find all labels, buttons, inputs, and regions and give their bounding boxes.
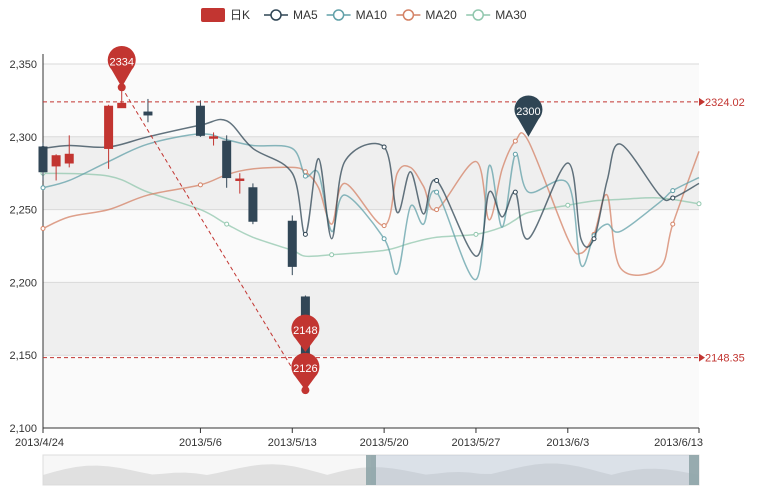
ma5-point	[591, 236, 597, 242]
data-zoom-handle-start[interactable]	[366, 455, 376, 485]
x-tick-label: 2013/6/13	[654, 437, 703, 449]
mark-point-label: 2334	[109, 56, 133, 68]
candle-body	[117, 102, 127, 109]
y-tick-label: 2,200	[9, 277, 37, 289]
mark-point-pin: 2148	[291, 314, 320, 352]
ma20-point	[512, 138, 518, 144]
mark-line-diagonal	[121, 87, 306, 391]
ma10-point	[302, 173, 308, 179]
candle-body	[143, 111, 153, 116]
candle-body	[287, 220, 297, 267]
split-area-band	[43, 64, 699, 137]
ma20-point	[381, 223, 387, 229]
legend-swatch-box	[201, 8, 225, 22]
legend-label: MA30	[495, 8, 527, 22]
y-tick-label: 2,100	[9, 423, 37, 435]
mark-point-shape	[291, 352, 320, 391]
ma20-point	[434, 207, 440, 213]
ma30-line	[42, 172, 700, 258]
candle-body	[195, 105, 205, 136]
mark-point-label: 2300	[516, 106, 540, 118]
mark-point-shape	[514, 95, 543, 137]
ma5-point	[381, 144, 387, 150]
ma30-point	[329, 252, 335, 258]
mark-line-arrow	[699, 353, 705, 362]
y-tick-label: 2,250	[9, 205, 37, 217]
legend-swatch-symbol	[472, 9, 484, 21]
candle-body	[38, 146, 48, 173]
split-area-band	[43, 282, 699, 356]
mark-line-label: 2148.35	[705, 353, 745, 365]
ma10-point	[434, 189, 440, 195]
mark-point-shape	[291, 314, 320, 352]
x-tick-label: 2013/4/24	[15, 437, 64, 449]
y-tick-label: 2,350	[9, 59, 37, 71]
legend-item-ma20: MA20	[396, 8, 457, 22]
legend-item-k: 日K	[201, 8, 250, 22]
x-tick-label: 2013/5/13	[268, 437, 317, 449]
y-tick-label: 2,300	[9, 132, 37, 144]
x-tick-label: 2013/5/27	[451, 437, 500, 449]
ma10-point	[40, 185, 46, 191]
ma30-point	[473, 231, 479, 237]
split-area-band	[43, 136, 699, 210]
candle-body	[104, 105, 114, 149]
legend-item-ma30: MA30	[466, 8, 527, 22]
ma20-point	[40, 226, 46, 232]
mark-line-label: 2324.02	[705, 97, 745, 109]
mark-point-label: 2126	[293, 363, 317, 375]
mark-point-pin: 2300	[514, 95, 543, 137]
mark-point-shape	[107, 45, 136, 88]
ma5-point	[670, 195, 676, 201]
ma20-point	[670, 221, 676, 227]
data-zoom-handle-end[interactable]	[689, 455, 699, 485]
ma30-point	[565, 202, 571, 208]
ma20-point	[197, 182, 203, 188]
ma30-point	[224, 221, 230, 227]
x-tick-label: 2013/6/3	[546, 437, 589, 449]
candle-body	[64, 153, 74, 164]
legend-swatch-symbol	[332, 9, 345, 21]
split-area-band	[43, 355, 699, 428]
ma30-point	[696, 201, 702, 207]
data-zoom-slider[interactable]	[42, 454, 700, 486]
legend-label: 日K	[230, 8, 250, 22]
legend-label: MA10	[356, 8, 388, 22]
candle-body	[51, 155, 61, 167]
data-zoom-selection	[371, 455, 699, 485]
legend-swatch-symbol	[270, 9, 282, 21]
mark-line-arrow	[699, 97, 705, 106]
legend-swatch-symbol	[402, 9, 415, 21]
ma5-point	[434, 177, 440, 183]
mark-point-label: 2148	[293, 325, 317, 337]
candle-body	[209, 136, 219, 139]
x-tick-label: 2013/5/20	[360, 437, 409, 449]
legend-item-ma5: MA5	[264, 8, 318, 22]
legend-label: MA5	[293, 8, 318, 22]
candle-body	[235, 178, 245, 181]
ma10-point	[381, 236, 387, 242]
ma5-point	[512, 189, 518, 195]
candle-body	[222, 140, 232, 179]
mark-point-pin: 2126	[291, 352, 320, 391]
ma10-point	[512, 151, 518, 157]
legend-item-ma10: MA10	[326, 8, 388, 22]
legend-label: MA20	[425, 8, 457, 22]
ma10-point	[670, 188, 676, 194]
candle-body	[248, 187, 258, 222]
y-tick-label: 2,150	[9, 350, 37, 362]
ma5-point	[302, 231, 308, 237]
mark-point-pin: 2334	[107, 45, 136, 88]
x-tick-label: 2013/5/6	[179, 437, 222, 449]
